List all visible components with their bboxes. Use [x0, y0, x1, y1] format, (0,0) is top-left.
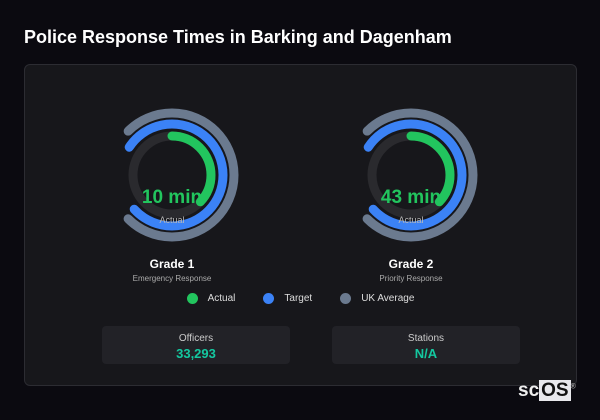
target-arc	[116, 119, 228, 231]
legend-uk-average[interactable]: UK Average	[340, 293, 414, 304]
scos-logo: sc OS ®	[518, 380, 576, 401]
radial-gauge	[105, 108, 239, 242]
stat-value: 33,293	[176, 346, 216, 361]
target-dot-icon	[263, 293, 275, 304]
dashboard-card: 10 min Actual Grade 1 Emergency Response…	[24, 64, 577, 386]
actual-dot-icon	[186, 293, 198, 304]
gauge-value: 43 min	[380, 187, 442, 208]
legend-target[interactable]: Target	[263, 293, 312, 304]
gauge-value: 10 min	[141, 187, 203, 208]
legend-actual[interactable]: Actual	[186, 293, 235, 304]
gauge-desc: Priority Response	[379, 274, 443, 283]
actual-arc	[367, 131, 455, 219]
target-arc	[355, 119, 467, 231]
gauge-grade-1: 10 min Actual Grade 1 Emergency Response	[92, 105, 252, 283]
actual-arc	[128, 131, 216, 219]
gauge-value-label: Actual	[398, 215, 424, 225]
page-title: Police Response Times in Barking and Dag…	[24, 27, 452, 47]
gauge-grade-2: 43 min Actual Grade 2 Priority Response	[331, 105, 491, 283]
gauge-value-label: Actual	[159, 215, 185, 225]
stat-label: Stations	[407, 333, 445, 344]
stat-officers: Officers 33,293	[102, 326, 290, 364]
gauge-name: Grade 1	[149, 257, 195, 271]
uk-average-arc	[344, 108, 478, 242]
gauge-name: Grade 2	[388, 257, 434, 271]
uk-average-arc	[105, 108, 239, 242]
stat-value: N/A	[414, 346, 438, 361]
uk-average-dot-icon	[340, 293, 352, 304]
stat-stations: Stations N/A	[332, 326, 520, 364]
radial-gauge	[344, 108, 478, 242]
legend: Actual Target UK Average	[25, 293, 576, 304]
gauge-desc: Emergency Response	[132, 274, 212, 283]
stat-label: Officers	[178, 333, 214, 344]
